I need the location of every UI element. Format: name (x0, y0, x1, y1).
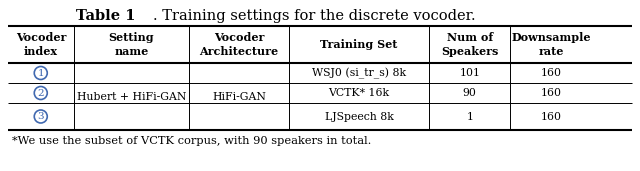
Text: 160: 160 (540, 88, 561, 98)
Text: 160: 160 (540, 111, 561, 122)
Text: Num of
Speakers: Num of Speakers (441, 32, 499, 57)
Text: 1: 1 (467, 111, 473, 122)
Text: HiFi-GAN: HiFi-GAN (212, 91, 266, 102)
Text: Hubert + HiFi-GAN: Hubert + HiFi-GAN (77, 91, 186, 102)
Text: Training Set: Training Set (320, 39, 397, 50)
Text: 90: 90 (463, 88, 477, 98)
Text: *We use the subset of VCTK corpus, with 90 speakers in total.: *We use the subset of VCTK corpus, with … (12, 136, 371, 146)
Text: Setting
name: Setting name (108, 32, 154, 57)
Text: 101: 101 (460, 68, 480, 78)
Text: 1: 1 (38, 69, 44, 77)
Text: 3: 3 (38, 112, 44, 121)
Text: Vocoder
Architecture: Vocoder Architecture (199, 32, 278, 57)
Text: . Training settings for the discrete vocoder.: . Training settings for the discrete voc… (153, 9, 476, 23)
Text: Downsample
rate: Downsample rate (511, 32, 591, 57)
Text: Vocoder
index: Vocoder index (15, 32, 66, 57)
Text: WSJ0 (si_tr_s) 8k: WSJ0 (si_tr_s) 8k (312, 67, 406, 79)
Text: 2: 2 (38, 89, 44, 97)
Text: VCTK* 16k: VCTK* 16k (328, 88, 390, 98)
Text: Table 1: Table 1 (76, 9, 135, 23)
Text: 160: 160 (540, 68, 561, 78)
Text: LJSpeech 8k: LJSpeech 8k (324, 111, 394, 122)
